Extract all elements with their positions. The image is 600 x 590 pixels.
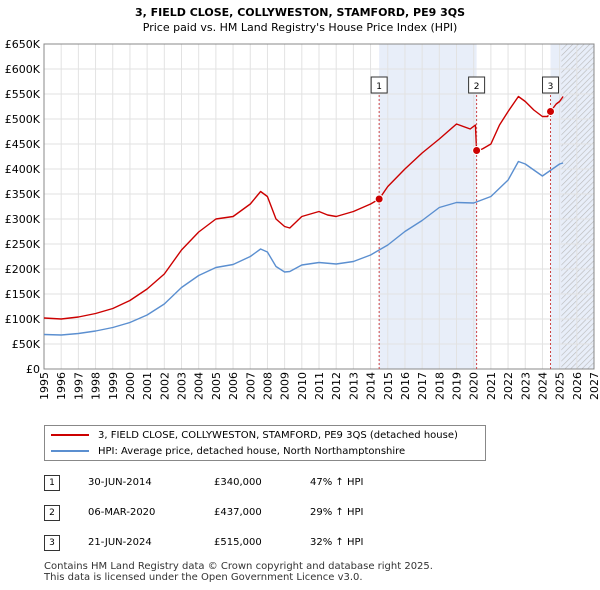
series-lines: [43, 95, 564, 336]
y-tick-label: £400K: [5, 163, 41, 176]
x-tick-label: 2004: [193, 372, 206, 400]
transaction-number: 1: [44, 475, 60, 491]
grid: [43, 43, 595, 370]
x-axis-ticks: 1995 1996 1997 1998 1999 2000 2001 2002 2003 2004…: [38, 372, 600, 400]
x-tick-label: 2007: [244, 372, 257, 400]
footer-line-licence: This data is licensed under the Open Gov…: [44, 572, 363, 583]
footer-line-copyright: Contains HM Land Registry data © Crown c…: [44, 561, 433, 572]
y-tick-label: £50K: [12, 338, 41, 351]
x-tick-label: 2018: [433, 372, 446, 400]
x-tick-label: 2011: [313, 372, 326, 400]
forecast-hatch: [561, 44, 594, 369]
legend-swatch-property: [51, 434, 89, 436]
hpi-line: [43, 160, 564, 336]
sale-markers: 1 2 3: [370, 76, 560, 369]
shaded-periods: [379, 44, 594, 369]
x-tick-label: 2013: [347, 372, 360, 400]
table-row: 1 30-JUN-2014 £340,000 47% ↑ HPI: [44, 473, 464, 493]
x-tick-label: 2006: [227, 372, 240, 400]
sale-point: [374, 194, 384, 204]
x-tick-label: 2023: [519, 372, 532, 400]
y-tick-label: £550K: [5, 88, 41, 101]
legend-swatch-hpi: [51, 450, 89, 452]
x-tick-label: 2025: [554, 372, 567, 400]
marker-label: 1: [376, 82, 382, 92]
transaction-number: 3: [44, 535, 60, 551]
transaction-price: £340,000: [214, 477, 262, 488]
chart-subtitle: Price paid vs. HM Land Registry's House …: [143, 21, 458, 34]
x-tick-label: 2012: [330, 372, 343, 400]
x-tick-label: 2009: [279, 372, 292, 400]
price-chart: 1 2 3 £0 £50K £100K £150K £200K £250K £300K £350K…: [5, 6, 600, 400]
y-tick-label: £200K: [5, 263, 41, 276]
x-tick-label: 2003: [176, 372, 189, 400]
x-tick-label: 2015: [382, 372, 395, 400]
table-row: 3 21-JUN-2024 £515,000 32% ↑ HPI: [44, 533, 464, 553]
y-tick-label: £150K: [5, 288, 41, 301]
y-tick-label: £450K: [5, 138, 41, 151]
transaction-hpi-diff: 47% ↑ HPI: [310, 477, 364, 488]
marker-label: 3: [548, 82, 554, 92]
y-tick-label: £350K: [5, 188, 41, 201]
marker-label-box: [542, 76, 560, 94]
legend-item-hpi: HPI: Average price, detached house, Nort…: [51, 444, 405, 460]
x-tick-label: 2010: [296, 372, 309, 400]
x-tick-label: 1999: [107, 372, 120, 400]
shaded-period: [379, 44, 477, 369]
x-tick-label: 1997: [72, 372, 85, 400]
footer-attribution: Contains HM Land Registry data © Crown c…: [44, 561, 433, 583]
x-tick-label: 2024: [536, 372, 549, 400]
y-tick-label: £0: [26, 363, 40, 376]
transaction-hpi-diff: 32% ↑ HPI: [310, 537, 364, 548]
marker-label: 2: [474, 82, 480, 92]
x-tick-label: 2000: [124, 372, 137, 400]
y-tick-label: £600K: [5, 63, 41, 76]
x-tick-label: 1996: [55, 372, 68, 400]
x-tick-label: 2002: [158, 372, 171, 400]
transaction-date: 06-MAR-2020: [88, 507, 156, 518]
y-axis-ticks: £0 £50K £100K £150K £200K £250K £300K £350K £400…: [5, 38, 41, 376]
x-tick-label: 2008: [261, 372, 274, 400]
property-price-line: [43, 95, 564, 320]
chart-title: 3, FIELD CLOSE, COLLYWESTON, STAMFORD, P…: [135, 6, 465, 19]
transaction-hpi-diff: 29% ↑ HPI: [310, 507, 364, 518]
x-tick-label: 2017: [416, 372, 429, 400]
y-tick-label: £500K: [5, 113, 41, 126]
x-tick-label: 2019: [451, 372, 464, 400]
x-tick-label: 2001: [141, 372, 154, 400]
y-tick-label: £100K: [5, 313, 41, 326]
x-tick-label: 2021: [485, 372, 498, 400]
sale-point: [472, 146, 482, 155]
y-tick-label: £250K: [5, 238, 41, 251]
marker-label-box: [468, 76, 486, 94]
y-tick-label: £300K: [5, 213, 41, 226]
x-tick-label: 2026: [571, 372, 584, 400]
transaction-price: £437,000: [214, 507, 262, 518]
transaction-date: 21-JUN-2024: [88, 537, 152, 548]
legend-label-hpi: HPI: Average price, detached house, Nort…: [98, 446, 406, 457]
x-tick-label: 2014: [365, 372, 378, 400]
x-tick-label: 1998: [90, 372, 103, 400]
x-tick-label: 2016: [399, 372, 412, 400]
transaction-date: 30-JUN-2014: [88, 477, 152, 488]
legend: 3, FIELD CLOSE, COLLYWESTON, STAMFORD, P…: [44, 425, 486, 461]
x-tick-label: 2022: [502, 372, 515, 400]
marker-label-box: [370, 76, 388, 94]
transaction-number: 2: [44, 505, 60, 521]
plot-frame: [43, 43, 595, 370]
x-tick-label: 2020: [468, 372, 481, 400]
legend-label-property: 3, FIELD CLOSE, COLLYWESTON, STAMFORD, P…: [98, 430, 458, 441]
sale-point: [546, 107, 556, 116]
transaction-price: £515,000: [214, 537, 262, 548]
legend-item-property: 3, FIELD CLOSE, COLLYWESTON, STAMFORD, P…: [51, 428, 458, 444]
table-row: 2 06-MAR-2020 £437,000 29% ↑ HPI: [44, 503, 464, 523]
x-tick-label: 2005: [210, 372, 223, 400]
x-tick-label: 1995: [38, 372, 51, 400]
y-tick-label: £650K: [5, 38, 41, 51]
x-tick-label: 2027: [588, 372, 600, 400]
